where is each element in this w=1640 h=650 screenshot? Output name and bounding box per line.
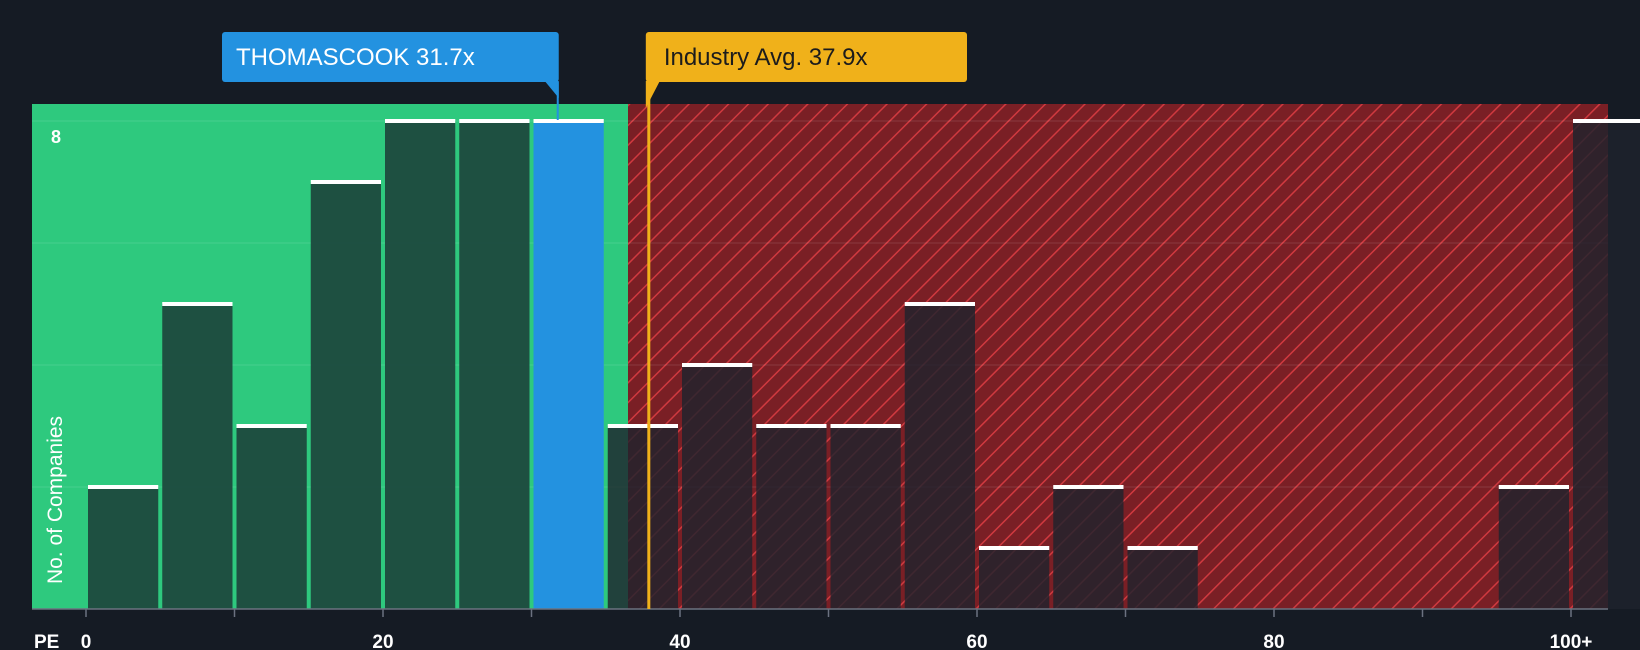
y-axis-label: No. of Companies (44, 416, 67, 584)
bar-cap (979, 546, 1050, 550)
x-tick-label: 0 (81, 632, 92, 650)
bar (1498, 487, 1569, 609)
x-tick-label: 60 (966, 632, 987, 650)
bar-cap (607, 424, 678, 428)
bar-cap (385, 119, 456, 123)
x-tick-label: 80 (1263, 632, 1284, 650)
bar-highlight (533, 121, 604, 609)
company-callout-label: THOMASCOOK 31.7x (236, 44, 475, 71)
bar (756, 426, 827, 609)
industry-callout (645, 32, 967, 82)
bar (162, 304, 233, 609)
bar (682, 365, 753, 609)
bar (88, 487, 159, 609)
bar (385, 121, 456, 609)
industry-callout-pointer (645, 81, 660, 108)
y-tick-label: 8 (51, 127, 61, 147)
bar (904, 304, 975, 609)
x-tick-label: 40 (669, 632, 690, 650)
bar-cap (236, 424, 307, 428)
bar-cap (830, 424, 901, 428)
company-callout (222, 32, 559, 82)
company-callout-pointer (544, 81, 559, 98)
bar-cap (1053, 485, 1124, 489)
x-tick-label: 20 (372, 632, 393, 650)
bar-cap (459, 119, 530, 123)
bar (607, 426, 678, 609)
bar-cap (310, 180, 381, 184)
x-axis-label: PE (34, 632, 59, 650)
bar (830, 426, 901, 609)
bar-cap (904, 302, 975, 306)
bar-cap (756, 424, 827, 428)
bar-cap (162, 302, 233, 306)
industry-callout-label: Industry Avg. 37.9x (664, 44, 868, 71)
bar-cap (88, 485, 159, 489)
bar-cap (1127, 546, 1198, 550)
bar (459, 121, 530, 609)
bar (1127, 548, 1198, 609)
bar (1053, 487, 1124, 609)
bar (1573, 121, 1640, 609)
bar-cap (682, 363, 753, 367)
bar (310, 182, 381, 609)
bar-cap (1573, 119, 1640, 123)
bar (979, 548, 1050, 609)
bar (236, 426, 307, 609)
x-tick-label: 100+ (1550, 632, 1593, 650)
bar-cap (533, 119, 604, 123)
bar-cap (1498, 485, 1569, 489)
